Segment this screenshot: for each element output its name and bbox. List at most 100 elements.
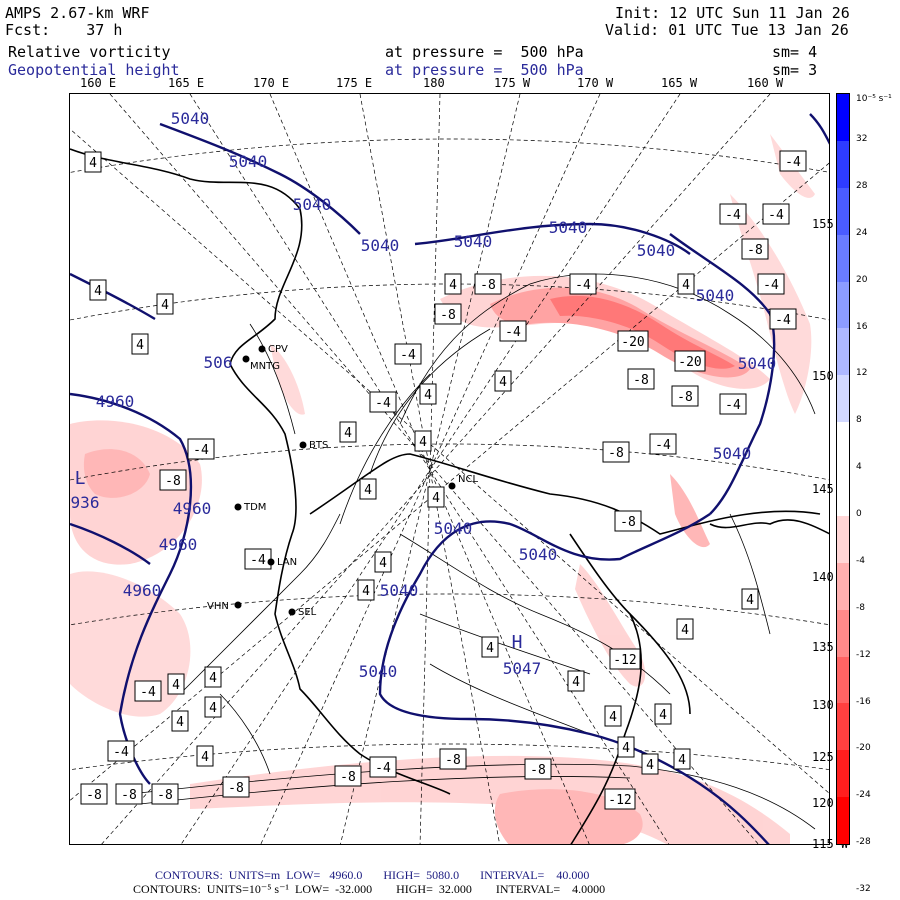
station-label: CPV [268, 344, 288, 355]
vort-box: -8 [671, 385, 699, 407]
vort-value: -8 [747, 243, 763, 258]
vort-value: -4 [763, 278, 779, 293]
colorbar-segment [837, 375, 849, 423]
station-label: MNTG [250, 361, 280, 372]
vort-value: -20 [678, 355, 701, 370]
height-label: 506 [204, 353, 233, 372]
vort-box: 4 [481, 636, 499, 658]
vort-box: 4 [204, 696, 222, 718]
vort-value: -8 [165, 474, 181, 489]
vort-box: 4 [414, 430, 432, 452]
height-label: 5040 [713, 444, 752, 463]
colorbar-tick-label: -32 [856, 884, 871, 894]
colorbar-segment [837, 609, 849, 657]
vort-box: 4 [604, 705, 622, 727]
vort-box: -8 [627, 368, 655, 390]
vort-value: -12 [608, 793, 631, 808]
vort-box: -4 [779, 150, 807, 172]
coastline [70, 148, 829, 844]
colorbar [836, 93, 850, 845]
vort-box: -8 [524, 758, 552, 780]
height-label: 5040 [738, 354, 777, 373]
vort-value: -4 [785, 155, 801, 170]
vort-value: 4 [379, 556, 387, 571]
vort-box: 4 [676, 618, 694, 640]
vort-value: 4 [209, 671, 217, 686]
vort-box: 4 [196, 745, 214, 767]
vort-box: -4 [719, 393, 747, 415]
vort-box: -4 [187, 438, 215, 460]
forecast-hour: Fcst: 37 h [5, 21, 123, 39]
vort-box: -4 [719, 203, 747, 225]
station-dot [234, 503, 242, 511]
colorbar-tick-label: -16 [856, 696, 871, 707]
station-dot [288, 608, 296, 616]
vort-box: -8 [439, 748, 467, 770]
vort-value: 4 [746, 593, 754, 608]
lon-label: 160 E [80, 76, 117, 90]
vort-box: 4 [204, 666, 222, 688]
vort-box: -8 [741, 238, 769, 260]
vort-box: 4 [339, 421, 357, 443]
vort-box: -8 [334, 765, 362, 787]
vort-box: 4 [156, 293, 174, 315]
vort-box: 4 [494, 370, 512, 392]
vort-box: -4 [569, 273, 597, 295]
vort-box: 4 [741, 588, 759, 610]
vort-value: 4 [572, 675, 580, 690]
vort-box: 4 [444, 273, 462, 295]
vort-value: -4 [400, 348, 416, 363]
colorbar-tick-label: 8 [856, 415, 862, 426]
model-title: AMPS 2.67-km WRF [5, 4, 150, 22]
field1-smoothing: sm= 4 [772, 43, 818, 61]
colorbar-tick-label: 28 [856, 180, 868, 191]
colorbar-tick-label: 12 [856, 368, 868, 379]
height-label: 5040 [359, 662, 398, 681]
valid-time: Valid: 01 UTC Tue 13 Jan 26 [605, 21, 849, 39]
height-labels: 5040 5040 5040 5040 5040 5040 5040 5040 … [71, 109, 777, 681]
height-label: 5040 [696, 286, 735, 305]
height-label: 4960 [159, 535, 198, 554]
vort-value: -4 [140, 685, 156, 700]
lon-label: 175 W [494, 76, 531, 90]
vort-value: 4 [659, 708, 667, 723]
station-label: TDM [243, 502, 266, 513]
vort-box: -4 [244, 548, 272, 570]
vort-box: -4 [499, 320, 527, 342]
vort-value: 4 [209, 701, 217, 716]
station-dot [448, 482, 456, 490]
lon-label: 160 W [747, 76, 784, 90]
vort-box: 4 [359, 478, 377, 500]
high-marker: H [512, 632, 523, 653]
vort-value: 4 [682, 278, 690, 293]
vort-box: 4 [673, 748, 691, 770]
vort-box: 4 [84, 151, 102, 173]
field1-name: Relative vorticity [8, 43, 171, 61]
vort-box: 4 [567, 670, 585, 692]
height-label: 5047 [503, 659, 542, 678]
vort-value: 4 [499, 375, 507, 390]
colorbar-segment [837, 703, 849, 751]
height-contour-info: CONTOURS: UNITS=m LOW= 4960.0 HIGH= 5080… [155, 868, 590, 882]
vort-box: -8 [115, 783, 143, 805]
vort-value: 4 [344, 426, 352, 441]
vort-value: -4 [375, 761, 391, 776]
vort-value: -8 [157, 788, 173, 803]
vort-value: -8 [340, 770, 356, 785]
colorbar-segment [837, 422, 849, 469]
vort-box: 4 [357, 579, 375, 601]
vort-box: 4 [374, 551, 392, 573]
vort-value: 4 [364, 483, 372, 498]
vort-value: -8 [121, 788, 137, 803]
vort-value: -4 [768, 208, 784, 223]
vort-value: -8 [480, 278, 496, 293]
height-label: 936 [71, 493, 100, 512]
lon-label: 175 E [336, 76, 373, 90]
vort-value: -4 [725, 398, 741, 413]
vort-box: 4 [419, 383, 437, 405]
lon-label: 165 W [661, 76, 698, 90]
lon-label: 170 E [253, 76, 290, 90]
vort-box: 4 [641, 753, 659, 775]
station-label: NCL [458, 474, 478, 485]
vort-value: -4 [725, 208, 741, 223]
